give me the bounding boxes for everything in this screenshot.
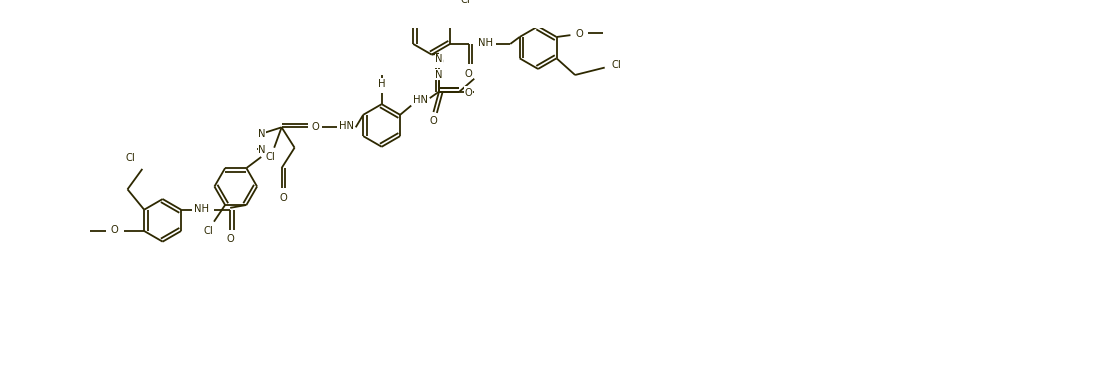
Text: Cl: Cl (461, 0, 471, 5)
Text: Cl: Cl (612, 60, 622, 70)
Text: N: N (436, 54, 443, 64)
Text: HN: HN (339, 121, 354, 131)
Text: O: O (280, 193, 287, 203)
Text: O: O (226, 234, 234, 244)
Text: O: O (576, 29, 584, 39)
Text: O: O (312, 122, 319, 132)
Text: O: O (465, 68, 473, 79)
Text: Cl: Cl (125, 153, 135, 163)
Text: H: H (377, 79, 385, 89)
Text: NH: NH (478, 38, 493, 48)
Text: O: O (430, 116, 438, 126)
Text: O: O (111, 225, 118, 235)
Text: N: N (436, 70, 443, 80)
Text: N: N (259, 129, 265, 139)
Text: Cl: Cl (204, 226, 213, 236)
Text: Cl: Cl (265, 152, 275, 162)
Text: N: N (259, 144, 265, 155)
Text: O: O (465, 86, 473, 97)
Text: O: O (465, 88, 473, 98)
Text: NH: NH (194, 204, 208, 214)
Text: HN: HN (412, 95, 428, 105)
Text: O: O (436, 57, 443, 67)
